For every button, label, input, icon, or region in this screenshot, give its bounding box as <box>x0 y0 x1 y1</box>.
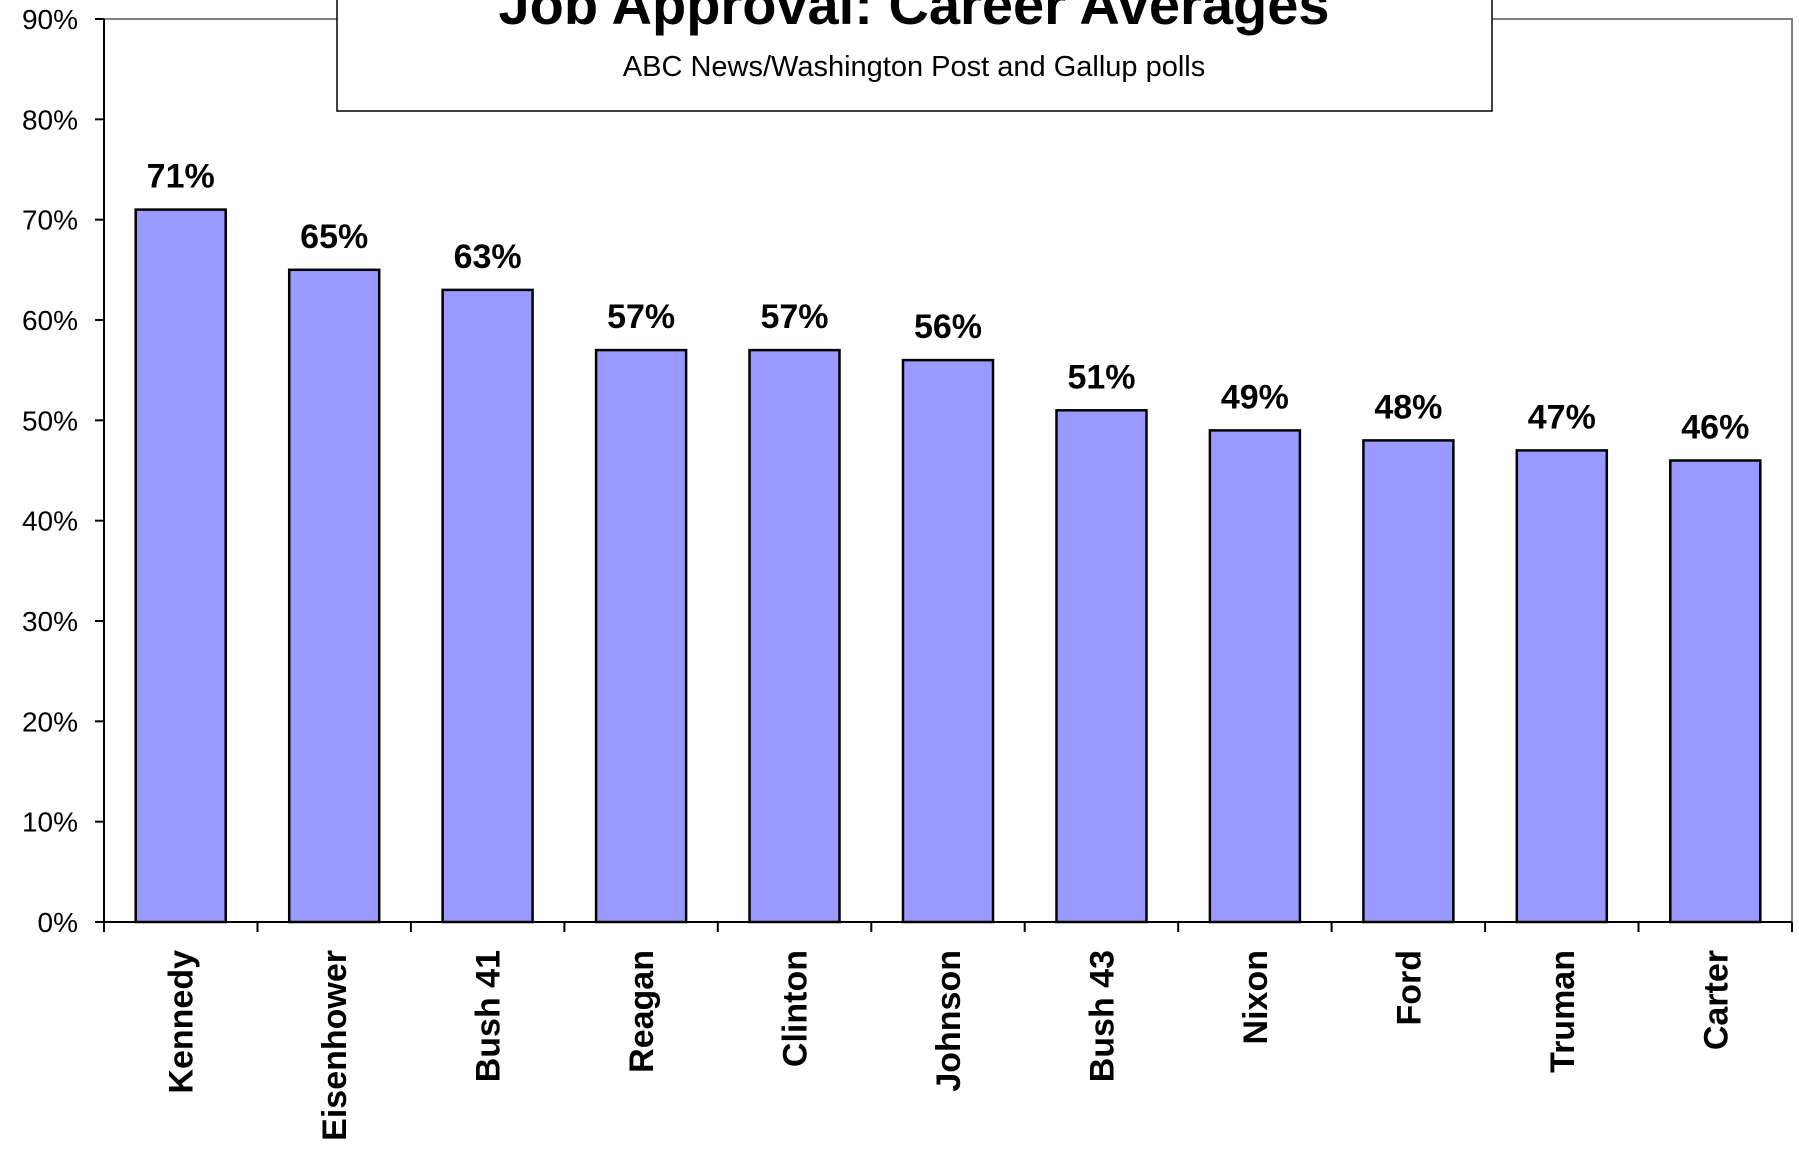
y-tick-label: 80% <box>22 104 78 135</box>
bar-kennedy <box>134 208 227 924</box>
x-tick-label: Bush 43 <box>1084 950 1122 1082</box>
y-tick-label: 90% <box>22 4 78 35</box>
data-label: 51% <box>1067 358 1135 396</box>
bar-truman <box>1515 449 1609 924</box>
x-tick-label: Eisenhower <box>316 950 354 1141</box>
data-label: 57% <box>760 298 828 336</box>
bar-bush-41 <box>441 288 534 924</box>
title-box-frame <box>336 0 1493 112</box>
bar-carter <box>1669 459 1762 924</box>
data-label: 48% <box>1374 388 1442 426</box>
data-label: 46% <box>1681 409 1749 447</box>
x-tick-label: Clinton <box>777 950 815 1067</box>
bar-johnson <box>901 358 995 924</box>
data-label: 47% <box>1528 398 1596 436</box>
data-label: 57% <box>607 298 675 336</box>
y-tick-label: 0% <box>38 907 78 938</box>
bars-layer <box>134 208 1762 924</box>
data-label: 49% <box>1221 378 1289 416</box>
bar-clinton <box>748 348 841 924</box>
title-box: Job Approval: Career Averages ABC News/W… <box>336 0 1493 112</box>
x-tick-label: Johnson <box>930 950 968 1092</box>
data-labels: 71% 65% 63% 57% 57% 56% 51% 49% 48% 47% 46% <box>147 158 1750 447</box>
x-tick-label: Ford <box>1390 950 1428 1026</box>
x-tick-label: Carter <box>1697 950 1735 1050</box>
y-tick-label: 10% <box>22 807 78 838</box>
x-tick-label: Truman <box>1544 950 1582 1073</box>
bar-reagan <box>594 348 688 924</box>
y-tick-label: 30% <box>22 606 78 637</box>
bar-eisenhower <box>287 268 381 924</box>
data-label: 56% <box>914 308 982 346</box>
bar-ford <box>1362 439 1455 924</box>
y-tick-label: 70% <box>22 205 78 236</box>
bar-bush-43 <box>1055 409 1148 924</box>
y-tick-label: 40% <box>22 506 78 537</box>
x-axis-ticks: Kennedy Eisenhower Bush 41 Reagan Clinton Joh… <box>103 922 1793 1141</box>
chart-title: Job Approval: Career Averages <box>499 0 1330 36</box>
x-tick-label: Kennedy <box>163 950 201 1094</box>
y-axis-ticks: 0% 10% 20% 30% 40% 50% 60% 70% 80% 90% <box>22 4 104 938</box>
y-tick-label: 60% <box>22 305 78 336</box>
y-tick-label: 50% <box>22 405 78 436</box>
x-tick-label: Bush 41 <box>470 950 508 1082</box>
x-tick-label: Reagan <box>623 950 661 1073</box>
y-tick-label: 20% <box>22 706 78 737</box>
chart-subtitle: ABC News/Washington Post and Gallup poll… <box>623 51 1205 83</box>
bar-nixon <box>1208 429 1302 924</box>
axes-layer <box>103 19 1792 923</box>
x-tick-label: Nixon <box>1237 950 1275 1044</box>
data-label: 63% <box>454 238 522 276</box>
data-label: 71% <box>147 158 215 196</box>
data-label: 65% <box>300 218 368 256</box>
